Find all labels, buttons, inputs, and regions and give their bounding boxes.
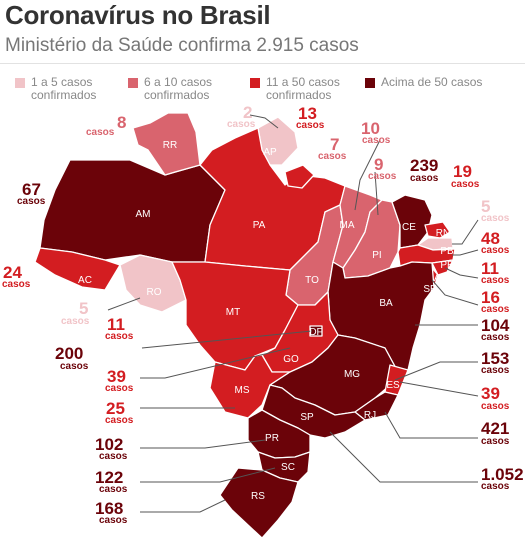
leader-line-go — [140, 347, 291, 379]
cases-label-pi: casos — [368, 171, 397, 182]
cases-label-ce: casos — [410, 173, 439, 184]
state-pa-marajo[interactable] — [284, 164, 315, 189]
leader-line-pe — [452, 249, 479, 256]
legend-swatch-6-10 — [128, 78, 138, 88]
state-ac[interactable] — [34, 247, 121, 291]
cases-label-pa: casos — [296, 120, 325, 131]
page-title: Coronavírus no Brasil — [5, 0, 271, 30]
state-rs[interactable] — [219, 467, 299, 539]
cases-label-sp: casos — [481, 481, 510, 492]
leader-line-se — [431, 279, 479, 306]
leader-line-rj — [384, 411, 478, 439]
cases-label-mt: casos — [105, 331, 134, 342]
legend-label-11-50: 11 a 50 casos confirmados — [266, 75, 340, 102]
legend-label-6-10: 6 a 10 casos confirmados — [144, 75, 213, 102]
cases-label-to: casos — [318, 151, 347, 162]
leader-line-sp — [329, 431, 478, 483]
leader-line-pi — [374, 171, 379, 216]
cases-count-ac: 24 — [3, 263, 22, 282]
leader-line-es — [399, 381, 479, 397]
cases-count-rs: 168 — [95, 499, 124, 518]
state-rn[interactable] — [424, 221, 451, 239]
cases-count-se: 16 — [481, 288, 500, 307]
legend-label-over-50: Acima de 50 casos — [381, 75, 483, 89]
cases-count-rj: 421 — [481, 419, 510, 438]
leader-line-al — [444, 267, 479, 279]
cases-label-sc: casos — [99, 484, 128, 495]
cases-count-pi: 9 — [374, 155, 384, 174]
cases-count-go: 39 — [107, 367, 126, 386]
cases-count-to: 7 — [330, 135, 340, 154]
cases-count-ms: 25 — [106, 399, 125, 418]
cases-count-al: 11 — [481, 259, 499, 278]
state-al[interactable] — [431, 259, 454, 276]
legend-label-1-5: 1 a 5 casos confirmados — [31, 75, 97, 102]
cases-count-am: 67 — [22, 180, 41, 199]
legend-swatch-1-5 — [15, 78, 25, 88]
cases-count-pb: 5 — [481, 197, 491, 216]
cases-count-ap: 2 — [243, 103, 253, 122]
cases-label-df: casos — [60, 361, 89, 372]
cases-label-es: casos — [481, 401, 510, 412]
cases-label-se: casos — [481, 304, 510, 315]
cases-count-ce: 239 — [410, 156, 439, 175]
cases-label-al: casos — [481, 275, 510, 286]
cases-count-mg: 153 — [481, 349, 510, 368]
cases-label-ma: casos — [362, 135, 391, 146]
cases-label-rj: casos — [481, 436, 510, 447]
cases-count-ma: 10 — [361, 119, 380, 138]
cases-label-pe: casos — [481, 245, 510, 256]
leader-line-ap — [249, 114, 279, 129]
leader-line-ma — [354, 139, 381, 211]
leader-line-mg — [394, 361, 478, 381]
leader-line-pb — [452, 219, 479, 245]
leader-line-ro — [107, 297, 141, 311]
page-subtitle: Ministério da Saúde confirma 2.915 casos — [5, 35, 359, 56]
state-df[interactable] — [309, 325, 323, 337]
cases-label-am: casos — [17, 196, 46, 207]
cases-count-rr: 8 — [117, 113, 127, 132]
cases-label-ro: casos — [61, 316, 90, 327]
cases-count-pe: 48 — [481, 229, 500, 248]
cases-count-es: 39 — [481, 384, 500, 403]
cases-count-sc: 122 — [95, 468, 124, 487]
cases-count-mt: 11 — [107, 315, 125, 334]
divider — [0, 63, 525, 64]
cases-label-mg: casos — [481, 365, 510, 376]
cases-count-ba: 104 — [481, 316, 510, 335]
cases-label-go: casos — [105, 383, 134, 394]
state-mt[interactable] — [171, 261, 299, 371]
legend-swatch-11-50 — [250, 78, 260, 88]
leader-line-sc — [140, 467, 276, 483]
leader-line-rs — [140, 499, 226, 513]
cases-count-rn: 19 — [453, 162, 472, 181]
cases-label-ba: casos — [481, 332, 510, 343]
cases-label-rn: casos — [451, 179, 480, 190]
cases-count-sp: 1.052 — [481, 465, 524, 484]
cases-count-ro: 5 — [79, 299, 89, 318]
cases-count-pr: 102 — [95, 435, 124, 454]
cases-label-ac: casos — [2, 279, 31, 290]
cases-label-pr: casos — [99, 451, 128, 462]
cases-label-rs: casos — [99, 515, 128, 526]
leader-line-pr — [140, 439, 266, 449]
cases-label-ap: casos — [227, 119, 256, 130]
cases-label-pb: casos — [481, 213, 510, 224]
leader-line-df — [141, 330, 313, 349]
cases-count-df: 200 — [55, 344, 84, 363]
state-am[interactable] — [39, 159, 226, 263]
legend-swatch-over-50 — [365, 78, 375, 88]
cases-count-pa: 13 — [298, 104, 317, 123]
cases-label-rr: casos — [86, 127, 115, 138]
cases-label-ms: casos — [105, 415, 134, 426]
